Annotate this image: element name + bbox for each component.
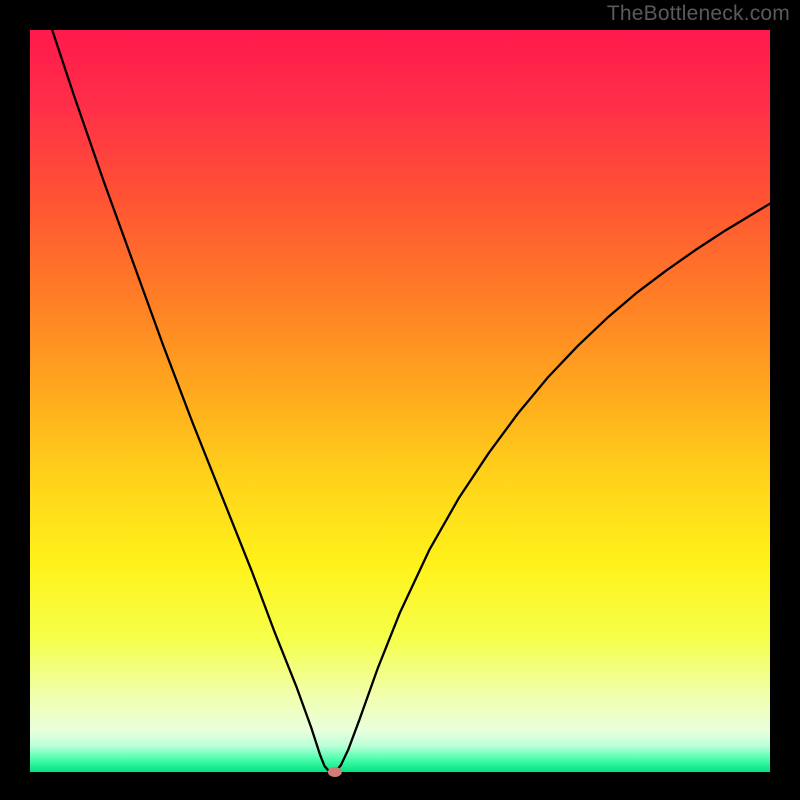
chart-container: TheBottleneck.com xyxy=(0,0,800,800)
optimum-marker xyxy=(328,767,342,777)
plot-background xyxy=(30,30,770,772)
watermark-text: TheBottleneck.com xyxy=(607,2,790,26)
bottleneck-curve-chart xyxy=(0,0,800,800)
